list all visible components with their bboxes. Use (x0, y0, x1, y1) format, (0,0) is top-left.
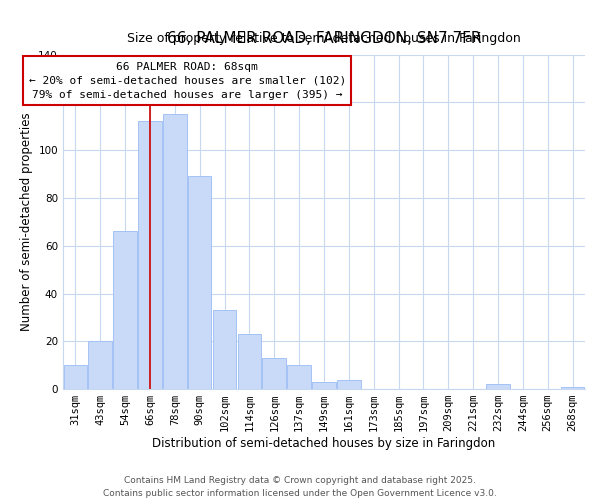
Text: Contains HM Land Registry data © Crown copyright and database right 2025.
Contai: Contains HM Land Registry data © Crown c… (103, 476, 497, 498)
X-axis label: Distribution of semi-detached houses by size in Faringdon: Distribution of semi-detached houses by … (152, 437, 496, 450)
Y-axis label: Number of semi-detached properties: Number of semi-detached properties (20, 112, 33, 331)
Bar (238, 334, 261, 389)
Bar (486, 384, 510, 389)
Text: 66 PALMER ROAD: 68sqm
← 20% of semi-detached houses are smaller (102)
79% of sem: 66 PALMER ROAD: 68sqm ← 20% of semi-deta… (29, 62, 346, 100)
Bar (88, 342, 112, 389)
Bar (287, 365, 311, 389)
Bar (163, 114, 187, 389)
Title: 66, PALMER ROAD, FARINGDON, SN7 7FR: 66, PALMER ROAD, FARINGDON, SN7 7FR (167, 32, 481, 46)
Bar (188, 176, 211, 389)
Bar (64, 365, 87, 389)
Bar (113, 232, 137, 389)
Bar (213, 310, 236, 389)
Bar (312, 382, 336, 389)
Bar (337, 380, 361, 389)
Bar (262, 358, 286, 389)
Bar (138, 122, 162, 389)
Text: Size of property relative to semi-detached houses in Faringdon: Size of property relative to semi-detach… (127, 32, 521, 44)
Bar (561, 386, 584, 389)
